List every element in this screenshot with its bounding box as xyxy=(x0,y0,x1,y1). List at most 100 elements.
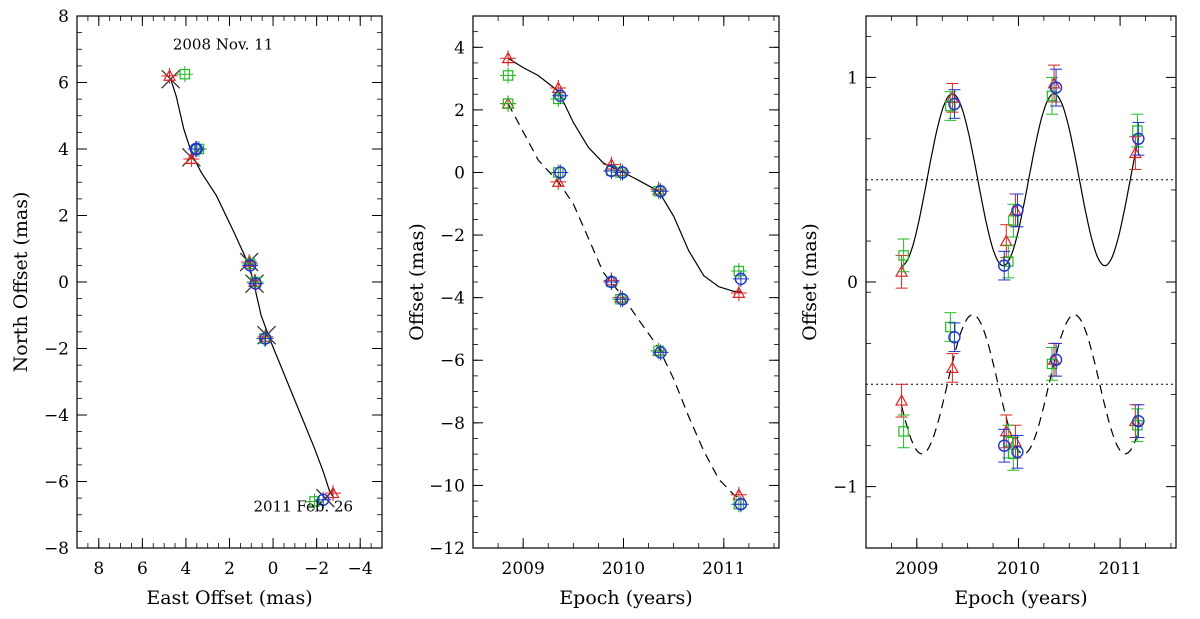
data-point-circle xyxy=(998,259,1011,272)
data-point-square xyxy=(502,70,514,81)
y-tick-label: −2 xyxy=(44,340,69,360)
y-tick-label: −8 xyxy=(440,414,465,434)
data-point-square xyxy=(733,265,745,277)
data-point-circle xyxy=(259,332,272,345)
data-point-triangle xyxy=(895,265,909,277)
plot-frame xyxy=(76,15,383,549)
data-point-triangle xyxy=(184,152,198,164)
y-tick-label: 2 xyxy=(454,101,465,121)
data-point-circle xyxy=(1011,204,1024,217)
panel-east-north: 8 6 4 2 0 −2 −4 −8 −6 −4 −2 0 2 4 6 8 East Offset (mas) N… xyxy=(10,7,383,609)
y-axis-label: Offset (mas) xyxy=(406,223,428,341)
x-tick-label: 2011 xyxy=(702,559,745,579)
y-tick-label: 0 xyxy=(58,273,69,293)
data-point-square xyxy=(553,93,564,105)
data-point-circle xyxy=(654,185,667,198)
x-tick-label: 4 xyxy=(181,559,192,579)
x-tick-label: 6 xyxy=(137,559,148,579)
data-point-circle xyxy=(948,97,961,111)
y-tick-label: 0 xyxy=(454,163,465,183)
x-tick-label: −4 xyxy=(348,559,373,579)
y-tick-label: −12 xyxy=(429,539,465,559)
data-point-circle xyxy=(243,259,257,272)
data-point-circle xyxy=(190,142,204,156)
x-tick-label: 2010 xyxy=(602,559,645,579)
y-tick-label: −6 xyxy=(440,351,465,371)
data-point-square xyxy=(1003,256,1014,267)
data-point-square xyxy=(898,426,909,437)
panel-offset-vs-epoch: 2009 2010 2011 −12 −10 −8 −6 −4 −2 0 2 4 Epoch (year… xyxy=(406,15,780,609)
model-position-marker xyxy=(161,69,181,89)
data-point-circle xyxy=(616,293,629,306)
data-point-circle xyxy=(948,331,961,344)
epoch-annotation: 2011 Feb. 26 xyxy=(253,497,353,515)
data-point-triangle xyxy=(999,424,1013,437)
y-tick-label: 8 xyxy=(58,7,69,27)
data-point-circle xyxy=(316,493,330,506)
data-point-circle xyxy=(249,277,262,290)
data-point-square xyxy=(1046,358,1058,370)
data-point-triangle xyxy=(945,91,959,103)
data-point-triangle xyxy=(501,51,515,64)
y-tick-label: −4 xyxy=(44,406,69,426)
data-point-circle xyxy=(998,439,1011,452)
x-tick-label: −2 xyxy=(304,559,329,579)
data-point-square xyxy=(1132,125,1143,136)
data-point-square xyxy=(945,321,956,333)
data-point-circle xyxy=(1132,414,1145,428)
y-tick-label: −1 xyxy=(833,478,858,498)
x-tick-label: 2011 xyxy=(1098,559,1141,579)
y-tick-label: −6 xyxy=(44,473,69,493)
data-point-triangle xyxy=(895,393,909,406)
data-point-circle xyxy=(605,275,618,289)
y-axis-label: Offset (mas) xyxy=(799,223,821,341)
data-point-circle xyxy=(616,166,629,179)
y-tick-label: −2 xyxy=(440,226,465,246)
data-point-circle xyxy=(1049,81,1063,94)
data-point-square xyxy=(1008,215,1019,226)
data-point-circle xyxy=(1011,445,1024,459)
data-point-triangle xyxy=(945,361,959,373)
epoch-annotation: 2008 Nov. 11 xyxy=(173,35,273,53)
x-tick-label: 2009 xyxy=(895,559,938,579)
data-point-circle xyxy=(554,166,567,179)
x-tick-label: 2 xyxy=(224,559,235,579)
panel-residual-offset: 2009 2010 2011 −1 0 1 Epoch (years) Offset (mas… xyxy=(799,15,1177,609)
model-curve-parallax-north xyxy=(901,93,1139,267)
data-point-triangle xyxy=(163,69,177,81)
y-tick-label: 4 xyxy=(454,38,465,58)
data-point-circle xyxy=(734,497,748,511)
data-point-triangle xyxy=(1047,76,1061,89)
y-tick-label: −8 xyxy=(44,539,69,559)
y-tick-label: −10 xyxy=(429,476,465,496)
data-point-circle xyxy=(734,272,748,286)
x-tick-label: 2009 xyxy=(502,559,545,579)
x-axis-label: Epoch (years) xyxy=(954,587,1087,609)
y-tick-label: −4 xyxy=(440,289,465,309)
x-axis-label: Epoch (years) xyxy=(559,587,692,609)
x-tick-label: 0 xyxy=(268,559,279,579)
x-tick-label: 2010 xyxy=(997,559,1040,579)
y-axis-label: North Offset (mas) xyxy=(10,192,32,373)
data-point-square xyxy=(898,250,909,261)
x-axis-label: East Offset (mas) xyxy=(146,587,312,609)
y-tick-label: 4 xyxy=(58,140,69,160)
data-point-square xyxy=(502,98,514,109)
data-point-circle xyxy=(654,346,667,359)
data-point-square xyxy=(653,345,664,357)
data-point-square xyxy=(179,68,191,80)
data-point-square xyxy=(309,496,320,507)
data-point-circle xyxy=(1049,353,1063,366)
y-tick-label: 2 xyxy=(58,207,69,227)
model-curve-parallax-east xyxy=(901,314,1139,455)
plot-frame xyxy=(472,15,780,549)
data-point-triangle xyxy=(732,286,746,298)
data-point-circle xyxy=(1132,132,1145,145)
data-point-triangle xyxy=(551,175,565,187)
data-point-triangle xyxy=(326,486,340,499)
x-tick-label: 8 xyxy=(93,559,104,579)
y-tick-label: 0 xyxy=(847,273,858,293)
y-tick-label: 1 xyxy=(847,68,858,88)
data-point-circle xyxy=(554,89,567,103)
